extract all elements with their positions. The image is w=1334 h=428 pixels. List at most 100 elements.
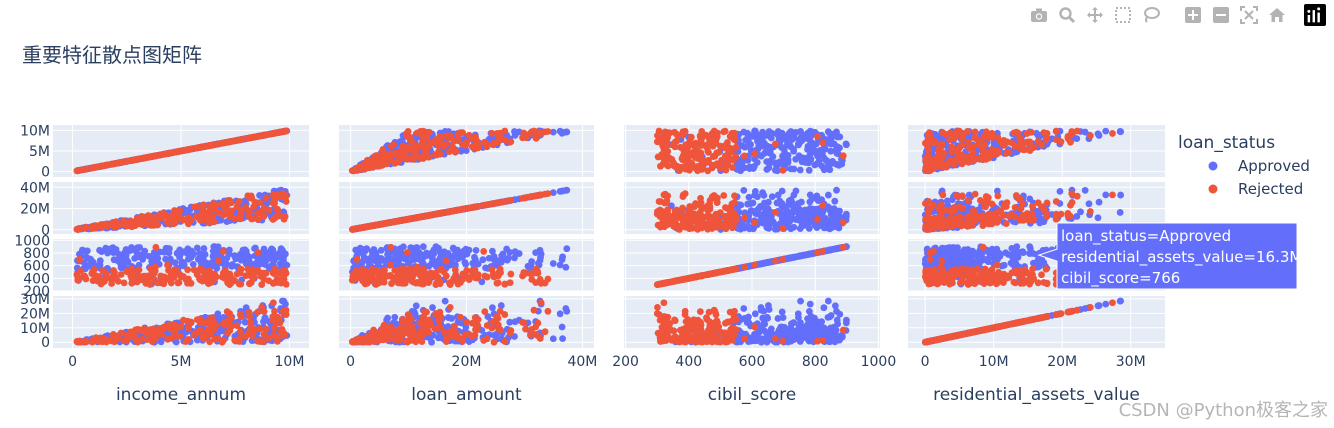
- point-rejected: [413, 152, 421, 160]
- point-rejected: [958, 192, 966, 200]
- point-rejected: [184, 266, 192, 274]
- point-approved: [835, 224, 843, 232]
- point-rejected: [480, 201, 488, 209]
- point-approved: [432, 243, 440, 251]
- point-rejected: [275, 277, 283, 285]
- autoscale-icon[interactable]: [1236, 4, 1262, 26]
- point-approved: [794, 200, 802, 207]
- point-rejected: [937, 201, 945, 209]
- panel-income_annum-vs-cibil_score[interactable]: [624, 125, 880, 177]
- point-rejected: [519, 134, 526, 142]
- point-approved: [1095, 198, 1103, 206]
- panel-loan_amount-vs-cibil_score[interactable]: [624, 182, 880, 234]
- panel-income_annum-vs-residential_assets_value[interactable]: [908, 125, 1165, 177]
- modebar: [1026, 4, 1326, 26]
- point-approved: [741, 164, 748, 172]
- y-tick-label: 1000: [14, 233, 50, 249]
- point-rejected: [703, 141, 710, 149]
- y-tick-label: 40M: [20, 180, 50, 196]
- point-rejected: [260, 212, 268, 220]
- point-rejected: [1019, 142, 1027, 150]
- point-approved: [1073, 213, 1081, 220]
- point-rejected: [135, 266, 143, 274]
- point-rejected: [164, 261, 171, 269]
- zoom-icon[interactable]: [1054, 4, 1080, 26]
- point-approved: [268, 245, 276, 253]
- point-rejected: [1038, 203, 1045, 211]
- point-approved: [828, 224, 836, 231]
- reset-axes-icon[interactable]: [1264, 4, 1290, 26]
- lasso-select-icon[interactable]: [1138, 4, 1164, 26]
- point-rejected: [741, 152, 748, 160]
- point-approved: [1102, 127, 1110, 135]
- point-rejected: [488, 200, 496, 208]
- panel-loan_amount-vs-loan_amount[interactable]: [339, 182, 594, 234]
- point-approved: [461, 259, 469, 266]
- point-approved: [479, 256, 487, 264]
- zoom-in-icon[interactable]: [1180, 4, 1206, 26]
- box-select-icon[interactable]: [1110, 4, 1136, 26]
- point-rejected: [463, 267, 471, 274]
- point-approved: [824, 191, 832, 199]
- point-rejected: [431, 272, 439, 280]
- point-rejected: [437, 265, 445, 273]
- point-approved: [1085, 200, 1093, 208]
- point-rejected: [931, 224, 939, 232]
- point-rejected: [269, 199, 277, 207]
- point-rejected: [1066, 131, 1074, 139]
- point-rejected: [678, 163, 686, 171]
- point-approved: [416, 255, 424, 263]
- point-rejected: [939, 152, 947, 160]
- point-approved: [795, 216, 803, 224]
- point-approved: [821, 217, 829, 225]
- point-rejected: [403, 249, 411, 256]
- point-rejected: [237, 206, 245, 214]
- point-approved: [463, 250, 471, 258]
- point-approved: [1012, 218, 1020, 226]
- point-approved: [763, 224, 771, 232]
- point-approved: [827, 140, 835, 148]
- point-rejected: [404, 155, 411, 163]
- point-rejected: [732, 143, 740, 151]
- zoom-out-icon[interactable]: [1208, 4, 1234, 26]
- point-rejected: [980, 220, 988, 228]
- point-approved: [806, 205, 814, 212]
- point-rejected: [727, 155, 735, 163]
- point-rejected: [814, 249, 821, 256]
- point-rejected: [939, 217, 947, 225]
- point-rejected: [721, 143, 729, 151]
- point-rejected: [355, 274, 363, 282]
- point-approved: [826, 130, 834, 137]
- plotly-logo-icon[interactable]: [1304, 4, 1326, 26]
- camera-icon[interactable]: [1026, 4, 1052, 26]
- point-rejected: [495, 199, 503, 207]
- point-rejected: [934, 219, 942, 227]
- point-rejected: [706, 215, 714, 223]
- point-approved: [774, 191, 782, 199]
- point-approved: [262, 261, 269, 268]
- point-rejected: [431, 210, 439, 218]
- point-rejected: [713, 160, 721, 168]
- point-rejected: [751, 261, 759, 269]
- point-approved: [832, 218, 840, 226]
- panel-income_annum-vs-loan_amount[interactable]: [339, 125, 594, 177]
- panel-cibil_score-vs-loan_amount[interactable]: [339, 239, 594, 292]
- pan-icon[interactable]: [1082, 4, 1108, 26]
- point-approved: [813, 160, 821, 168]
- point-rejected: [367, 222, 375, 230]
- panel-cibil_score-vs-cibil_score[interactable]: [624, 239, 880, 292]
- point-rejected: [471, 141, 479, 149]
- point-approved: [765, 258, 773, 266]
- point-approved: [136, 244, 144, 251]
- point-rejected: [946, 136, 953, 144]
- point-rejected: [704, 159, 712, 166]
- point-rejected: [219, 201, 227, 209]
- point-approved: [842, 141, 850, 149]
- point-layer: [73, 186, 291, 233]
- point-approved: [141, 252, 149, 259]
- panel-loan_amount-vs-residential_assets_value[interactable]: [908, 182, 1165, 234]
- point-rejected: [661, 199, 668, 207]
